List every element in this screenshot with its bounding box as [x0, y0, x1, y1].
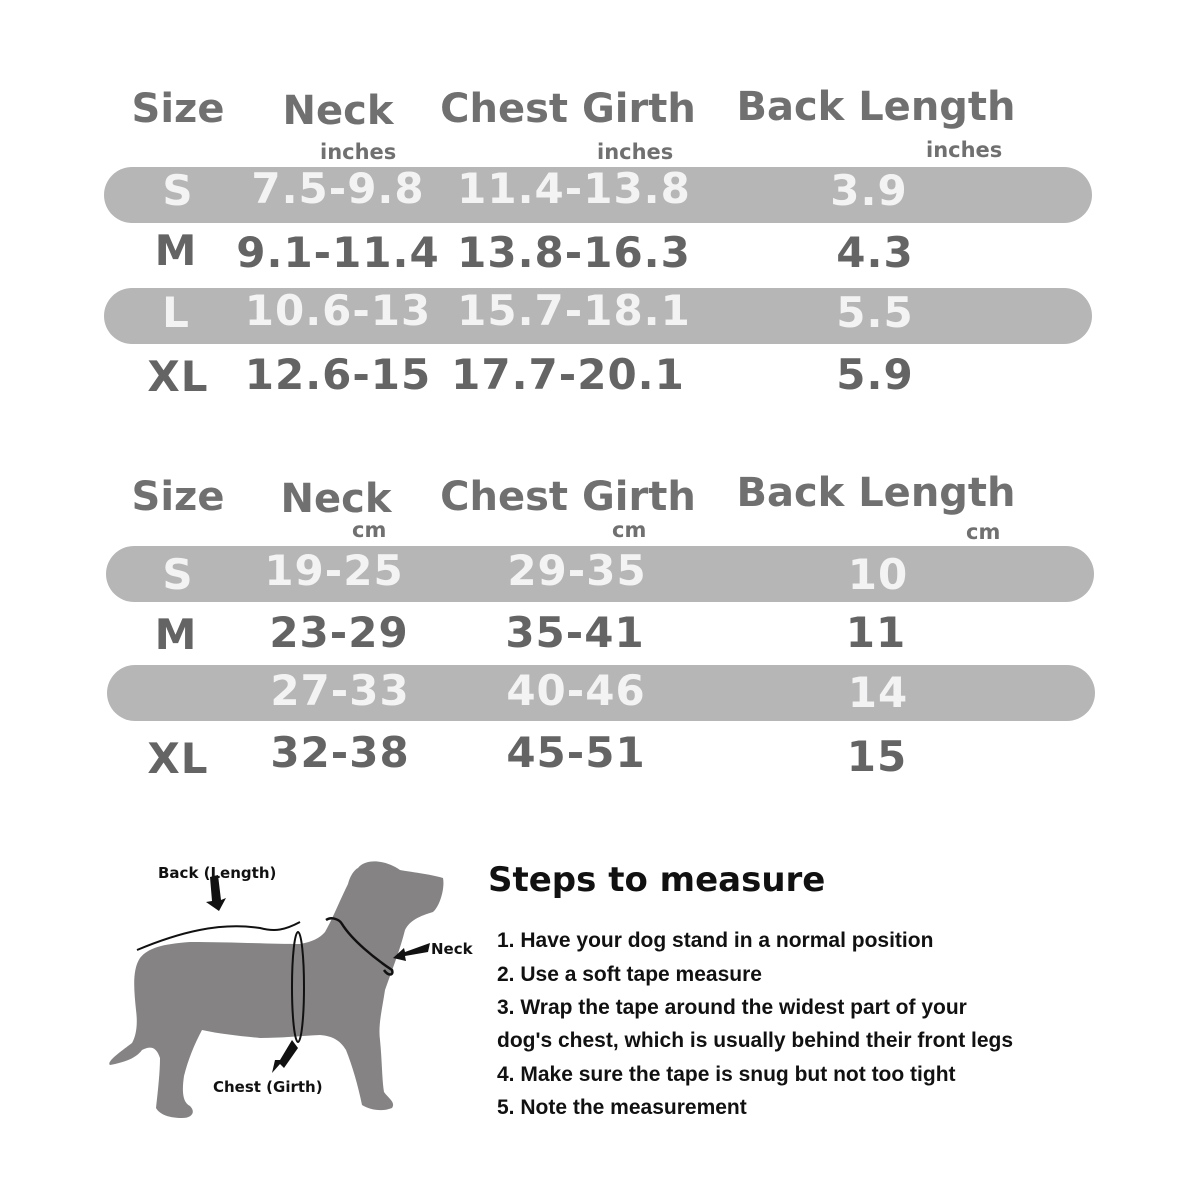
header-size: Size: [131, 86, 225, 132]
back-cell: 5.9: [836, 350, 914, 399]
size-cell: S: [162, 550, 194, 599]
dog-silhouette-icon: [109, 861, 444, 1118]
unit-neck: inches: [320, 140, 397, 164]
chest-cell: 35-41: [505, 608, 645, 657]
row-band: [104, 167, 1092, 223]
chest-cell: 29-35: [507, 546, 647, 595]
step-line: dog's chest, which is usually behind the…: [497, 1029, 1014, 1052]
chest-cell: 40-46: [506, 666, 646, 715]
size-cell: L: [162, 288, 190, 337]
back-cell: 11: [845, 608, 907, 657]
size-cell: M: [154, 610, 198, 659]
header-size: Size: [131, 474, 225, 520]
neck-label: Neck: [431, 940, 473, 958]
size-cell: S: [162, 166, 194, 215]
unit-neck: cm: [352, 518, 387, 542]
neck-cell: 10.6-13: [244, 286, 432, 335]
back-cell: 15: [846, 732, 908, 781]
chest-cell: 11.4-13.8: [457, 164, 691, 213]
chest-cell: 17.7-20.1: [451, 350, 685, 399]
row-band: [104, 288, 1092, 344]
header-neck: Neck: [282, 88, 394, 134]
row-band: [106, 546, 1094, 602]
back-cell: 4.3: [836, 228, 914, 277]
chest-cell: 15.7-18.1: [457, 286, 691, 335]
step-line: 4. Make sure the tape is snug but not to…: [497, 1063, 956, 1086]
header-back-length: Back Length: [736, 470, 1016, 516]
chest-cell: 45-51: [506, 728, 646, 777]
unit-chest: inches: [597, 140, 674, 164]
header-neck: Neck: [280, 476, 392, 522]
size-cell: XL: [147, 352, 209, 401]
neck-cell: 19-25: [264, 546, 404, 595]
unit-chest: cm: [612, 518, 647, 542]
back-length-label: Back (Length): [158, 864, 277, 882]
neck-cell: 32-38: [270, 728, 410, 777]
unit-back: inches: [926, 138, 1003, 162]
row-band: [107, 665, 1095, 721]
neck-cell: 7.5-9.8: [251, 164, 425, 213]
chest-cell: 13.8-16.3: [457, 228, 691, 277]
chest-girth-label: Chest (Girth): [213, 1078, 323, 1096]
neck-cell: 9.1-11.4: [236, 228, 440, 277]
neck-cell: 12.6-15: [244, 350, 432, 399]
back-cell: 14: [847, 668, 909, 717]
back-cell: 10: [847, 550, 909, 599]
neck-cell: 27-33: [270, 666, 410, 715]
header-chest-girth: Chest Girth: [440, 86, 696, 132]
back-cell: 3.9: [830, 166, 908, 215]
neck-cell: 23-29: [269, 608, 409, 657]
header-chest-girth: Chest Girth: [440, 474, 696, 520]
steps-title: Steps to measure: [488, 860, 826, 900]
step-line: 3. Wrap the tape around the widest part …: [497, 996, 967, 1019]
step-line: 2. Use a soft tape measure: [497, 963, 762, 986]
step-line: 1. Have your dog stand in a normal posit…: [497, 929, 934, 952]
size-cell: XL: [147, 734, 209, 783]
size-cell: M: [154, 226, 198, 275]
step-line: 5. Note the measurement: [497, 1096, 747, 1119]
unit-back: cm: [966, 520, 1001, 544]
header-back-length: Back Length: [736, 84, 1016, 130]
back-cell: 5.5: [836, 288, 914, 337]
